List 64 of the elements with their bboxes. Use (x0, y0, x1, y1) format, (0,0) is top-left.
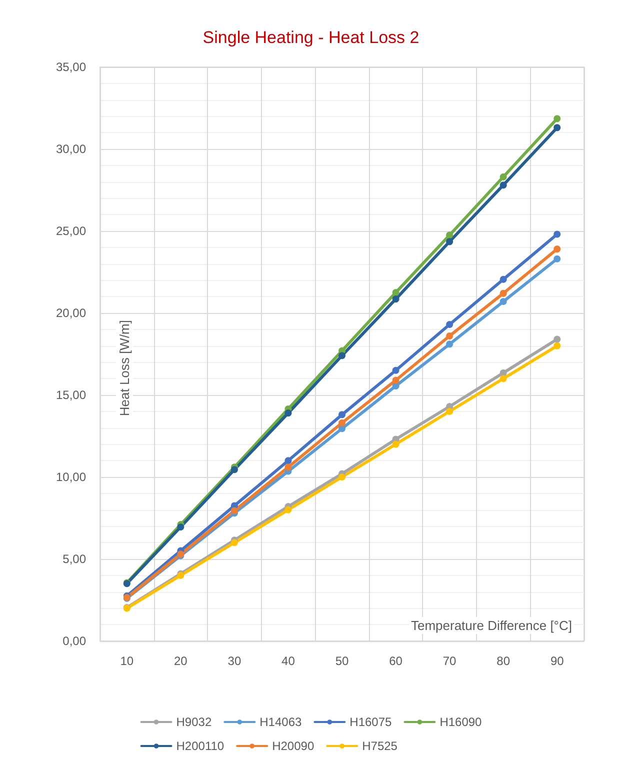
point (392, 376, 400, 384)
point (500, 276, 507, 283)
point (392, 296, 400, 303)
y-tick-label: 20,00 (56, 306, 86, 320)
point (554, 115, 561, 122)
point (446, 320, 454, 328)
y-tick-label: 30,00 (56, 142, 86, 156)
point (177, 524, 184, 531)
point (554, 342, 561, 350)
point (338, 352, 346, 360)
x-tick-label: 20 (174, 654, 188, 668)
point (554, 230, 561, 238)
point (554, 336, 561, 343)
y-tick-label: 10,00 (56, 470, 86, 484)
point (392, 289, 400, 296)
chart-title: Single Heating - Heat Loss 2 (202, 28, 420, 47)
x-tick-label: 80 (496, 654, 510, 668)
point (338, 474, 346, 480)
x-tick-label: 90 (550, 654, 564, 668)
point (284, 457, 292, 464)
point (392, 382, 400, 390)
point (446, 408, 454, 415)
point (554, 124, 561, 132)
x-tick-label: 60 (389, 654, 403, 668)
y-tick-label: 5,00 (62, 552, 86, 566)
point (500, 375, 507, 382)
y-tick-label: 15,00 (56, 388, 86, 402)
x-tick-label: 10 (120, 654, 134, 668)
point (230, 507, 238, 514)
point (446, 332, 454, 340)
point (446, 232, 454, 239)
legend-label: H200110 (176, 739, 224, 753)
x-tick-label: 70 (442, 654, 457, 668)
legend-label: H9032 (176, 715, 212, 729)
point (284, 410, 292, 417)
x-tick-label: 40 (282, 654, 296, 668)
point (338, 419, 346, 426)
y-tick-label: 35,00 (56, 60, 86, 74)
x-tick-label: 50 (335, 654, 349, 668)
point (500, 298, 507, 306)
point (230, 466, 238, 474)
point (554, 246, 561, 253)
legend-label: H7525 (362, 739, 398, 753)
point (446, 340, 454, 348)
y-tick-label: 0,00 (62, 634, 86, 648)
y-tick-label: 25,00 (56, 224, 86, 238)
point (500, 182, 507, 189)
point (338, 411, 346, 418)
point (500, 173, 507, 180)
point (500, 290, 507, 297)
point (392, 440, 400, 448)
x-axis-title: Temperature Difference [°C] (410, 618, 572, 633)
y-axis-title: Heat Loss [W/m] (117, 320, 132, 416)
point (392, 366, 400, 374)
point (554, 255, 561, 262)
legend-label: H16075 (350, 715, 392, 729)
point (284, 464, 292, 471)
legend-label: H16090 (440, 715, 482, 729)
point (446, 238, 454, 246)
point (284, 506, 292, 514)
legend-label: H14063 (260, 715, 302, 729)
x-tick-label: 30 (228, 654, 242, 668)
legend-label: H20090 (272, 739, 314, 753)
point (230, 539, 238, 546)
